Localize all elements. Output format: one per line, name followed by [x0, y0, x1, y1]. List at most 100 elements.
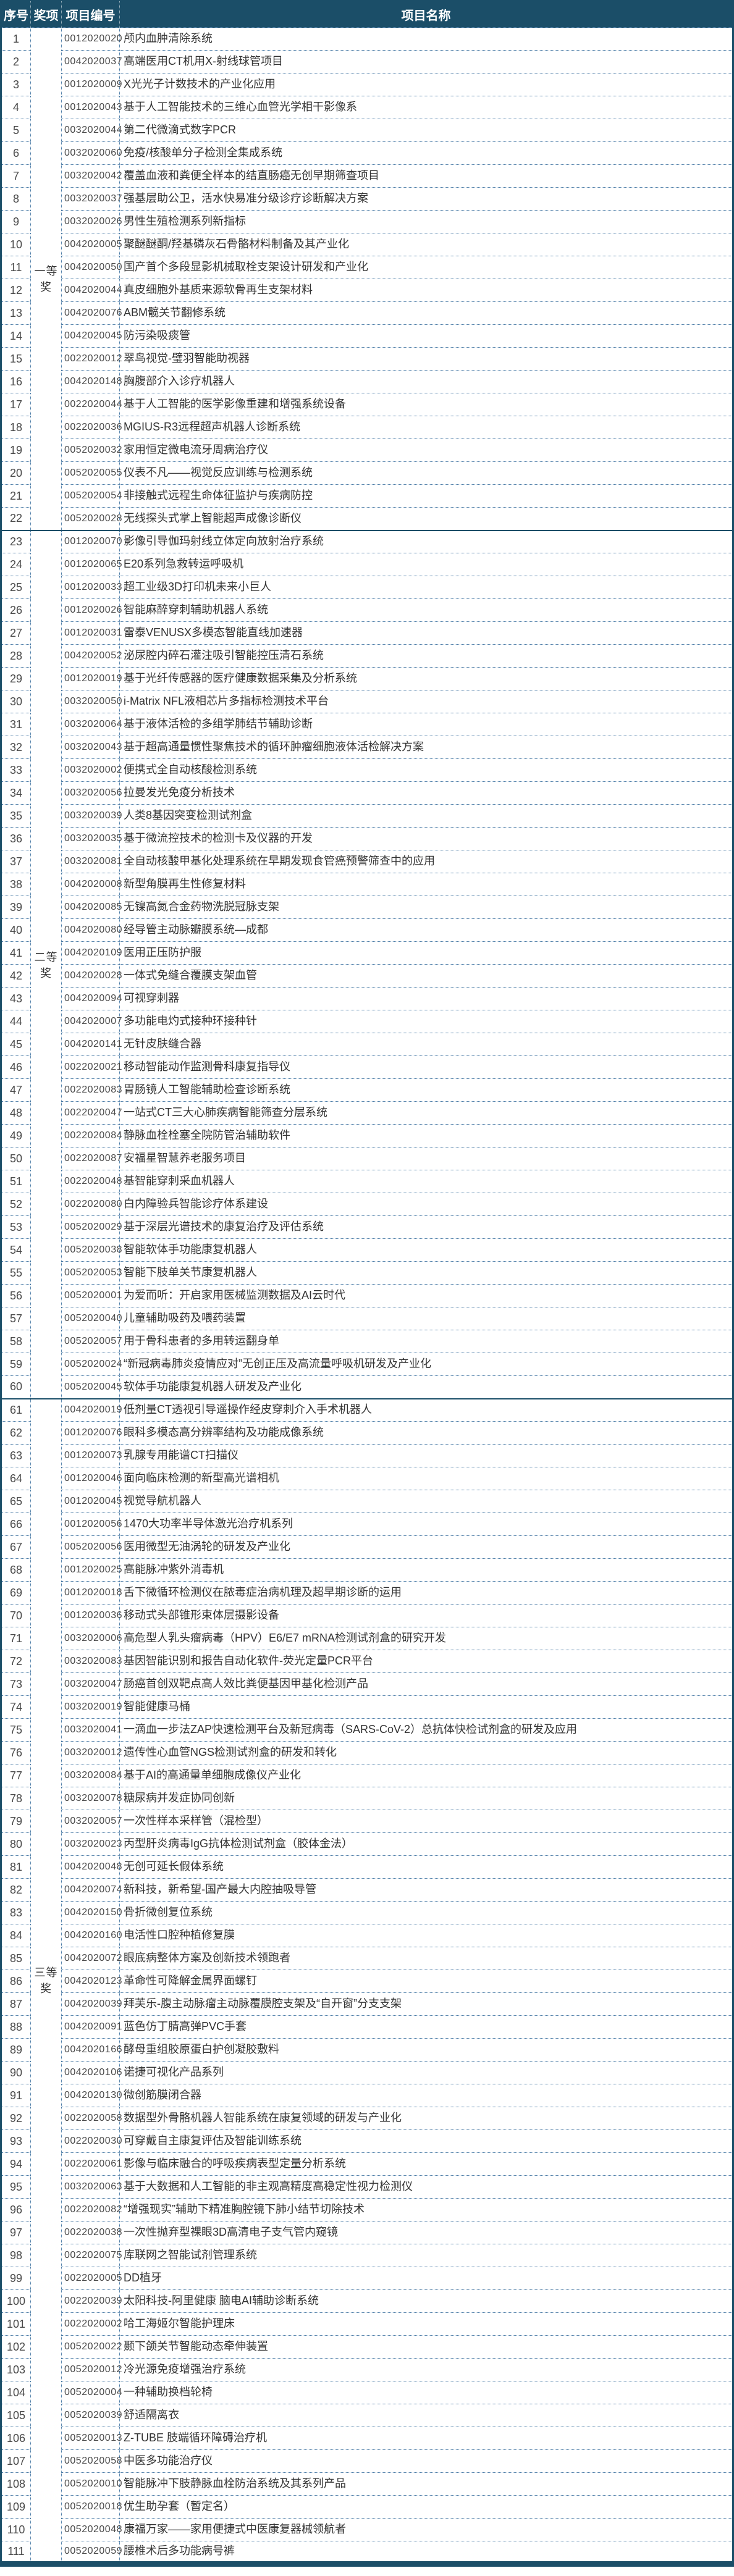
table-row: 62 0012020076 眼科多模态高分辨率结构及功能成像系统	[1, 1421, 733, 1445]
project-name-cell: 无针皮肤缝合器	[119, 1033, 733, 1056]
project-name-cell: 遗传性心血管NGS检测试剂盒的研发和转化	[119, 1741, 733, 1764]
row-index-cell: 34	[1, 781, 31, 805]
table-row: 71 0032020006 高危型人乳头瘤病毒（HPV）E6/E7 mRNA检测试剂…	[1, 1627, 733, 1650]
table-row: 35 0032020039 人类8基因突变检测试剂盒	[1, 804, 733, 828]
row-index-cell: 91	[1, 2084, 31, 2107]
project-name-cell: 视觉导航机器人	[119, 1490, 733, 1513]
project-name-cell: 糖尿病并发症协同创新	[119, 1787, 733, 1810]
row-index-cell: 48	[1, 1101, 31, 1125]
project-name-cell: 库联网之智能试剂管理系统	[119, 2244, 733, 2267]
project-code-cell: 0042020166	[61, 2038, 122, 2062]
project-code-cell: 0022020036	[61, 416, 122, 439]
project-code-cell: 0032020012	[61, 1741, 122, 1764]
row-index-cell: 100	[1, 2289, 31, 2313]
table-row: 92 0022020058 数据型外骨骼机器人智能系统在康复领域的研发与产业化	[1, 2107, 733, 2130]
project-code-cell: 0022020058	[61, 2107, 122, 2130]
project-code-cell: 0022020030	[61, 2129, 122, 2153]
table-row: 57 0052020040 儿童辅助吸药及喂药装置	[1, 1307, 733, 1330]
project-name-cell: 一种辅助换档轮椅	[119, 2381, 733, 2404]
project-name-cell: 软体手功能康复机器人研发及产业化	[119, 1375, 733, 1399]
table-row: 59 0052020024 “新冠病毒肺炎疫情应对”无创正压及高流量呼吸机研发及产业…	[1, 1353, 733, 1376]
row-index-cell: 92	[1, 2107, 31, 2130]
row-index-cell: 4	[1, 96, 31, 119]
table-row: 105 0052020039 舒适隔离衣	[1, 2404, 733, 2427]
project-code-cell: 0042020080	[61, 918, 122, 942]
project-name-cell: 基智能穿刺采血机器人	[119, 1170, 733, 1193]
project-code-cell: 0032020039	[61, 804, 122, 828]
table-row: 36 0032020035 基于微流控技术的检测卡及仪器的开发	[1, 827, 733, 850]
project-name-cell: 儿童辅助吸药及喂药装置	[119, 1307, 733, 1330]
row-index-cell: 36	[1, 827, 31, 850]
project-code-cell: 0012020073	[61, 1444, 122, 1467]
project-name-cell: 可视穿刺器	[119, 987, 733, 1010]
row-index-cell: 35	[1, 804, 31, 828]
row-index-cell: 25	[1, 576, 31, 599]
table-row: 96 0022020082 “增强现实”辅助下精准胸腔镜下肺小结节切除技术	[1, 2198, 733, 2221]
project-name-cell: 一次性样本采样管（混检型）	[119, 1810, 733, 1833]
project-name-cell: 基于超高通量惯性聚焦技术的循环肿瘤细胞液体活检解决方案	[119, 736, 733, 759]
row-index-cell: 9	[1, 210, 31, 233]
table-row: 101 0022020002 哈工海姬尔智能护理床	[1, 2312, 733, 2336]
row-index-cell: 72	[1, 1650, 31, 1673]
project-code-cell: 0032020063	[61, 2175, 122, 2199]
project-code-cell: 0042020074	[61, 1878, 122, 1902]
project-name-cell: 胃肠镜人工智能辅助检查诊断系统	[119, 1078, 733, 1102]
row-index-cell: 27	[1, 621, 31, 645]
row-index-cell: 57	[1, 1307, 31, 1330]
row-index-cell: 67	[1, 1535, 31, 1559]
project-code-cell: 0052020040	[61, 1307, 122, 1330]
table-row: 39 0042020085 无镍高氮合金药物洗脱冠脉支架	[1, 896, 733, 919]
table-row: 43 0042020094 可视穿刺器	[1, 987, 733, 1010]
project-code-cell: 0042020076	[61, 301, 122, 325]
row-index-cell: 61	[1, 1398, 31, 1422]
project-name-cell: 安福星智慧养老服务项目	[119, 1147, 733, 1170]
table-row: 23 二等奖 0012020070 影像引导伽玛射线立体定向放射治疗系统	[1, 529, 733, 1399]
row-index-cell: 104	[1, 2381, 31, 2404]
project-name-cell: 基因智能识别和报告自动化软件-荧光定量PCR平台	[119, 1650, 733, 1673]
project-code-cell: 0052020053	[61, 1261, 122, 1285]
table-row: 109 0052020018 优生助孕套（暂定名）	[1, 2495, 733, 2519]
table-row: 89 0042020166 酵母重组胶原蛋白护创凝胶敷料	[1, 2038, 733, 2062]
project-code-cell: 0032020060	[61, 141, 122, 165]
row-index-cell: 42	[1, 964, 31, 988]
row-index-cell: 80	[1, 1832, 31, 1856]
project-code-cell: 0022020002	[61, 2312, 122, 2336]
row-index-cell: 51	[1, 1170, 31, 1193]
row-index-cell: 95	[1, 2175, 31, 2199]
table-row: 81 0042020048 无创可延长假体系统	[1, 1855, 733, 1879]
project-name-cell: “新冠病毒肺炎疫情应对”无创正压及高流量呼吸机研发及产业化	[119, 1353, 733, 1376]
row-index-cell: 28	[1, 644, 31, 668]
project-code-cell: 0032020083	[61, 1650, 122, 1673]
project-name-cell: 拉曼发光免疫分析技术	[119, 781, 733, 805]
row-index-cell: 8	[1, 187, 31, 211]
table-row: 48 0022020047 一站式CT三大心肺疾病智能筛查分层系统	[1, 1101, 733, 1125]
row-index-cell: 109	[1, 2495, 31, 2519]
project-code-cell: 0022020080	[61, 1193, 122, 1216]
table-row: 7 0032020042 覆盖血液和粪便全样本的结直肠癌无创早期筛查项目	[1, 164, 733, 188]
table-row: 45 0042020141 无针皮肤缝合器	[1, 1033, 733, 1056]
project-code-cell: 0042020109	[61, 941, 122, 965]
table-row: 15 0022020012 翠鸟视觉-璧羽智能助视器	[1, 347, 733, 371]
project-code-cell: 0052020058	[61, 2449, 122, 2473]
table-row: 68 0012020025 高能脉冲紫外消毒机	[1, 1558, 733, 1582]
row-index-cell: 108	[1, 2472, 31, 2496]
row-index-cell: 58	[1, 1330, 31, 1353]
table-row: 3 0012020009 X光光子计数技术的产业化应用	[1, 73, 733, 96]
row-index-cell: 63	[1, 1444, 31, 1467]
row-index-cell: 32	[1, 736, 31, 759]
project-name-cell: 智能麻醉穿刺辅助机器人系统	[119, 598, 733, 622]
project-code-cell: 0012020046	[61, 1467, 122, 1490]
project-code-cell: 0012020019	[61, 667, 122, 690]
table-row: 52 0022020080 白内障验兵智能诊疗体系建设	[1, 1193, 733, 1216]
project-name-cell: 医用正压防护服	[119, 941, 733, 965]
project-name-cell: 非接触式远程生命体征监护与疾病防控	[119, 484, 733, 508]
table-row: 44 0042020007 多功能电灼式接种环接种针	[1, 1010, 733, 1033]
project-name-cell: 泌尿腔内碎石灌注吸引智能控压清石系统	[119, 644, 733, 668]
project-name-cell: 颅内血肿清除系统	[119, 27, 733, 51]
row-index-cell: 102	[1, 2335, 31, 2359]
table-row: 64 0012020046 面向临床检测的新型高光谱相机	[1, 1467, 733, 1490]
project-code-cell: 0042020048	[61, 1855, 122, 1879]
row-index-cell: 26	[1, 598, 31, 622]
project-code-cell: 0022020038	[61, 2221, 122, 2244]
